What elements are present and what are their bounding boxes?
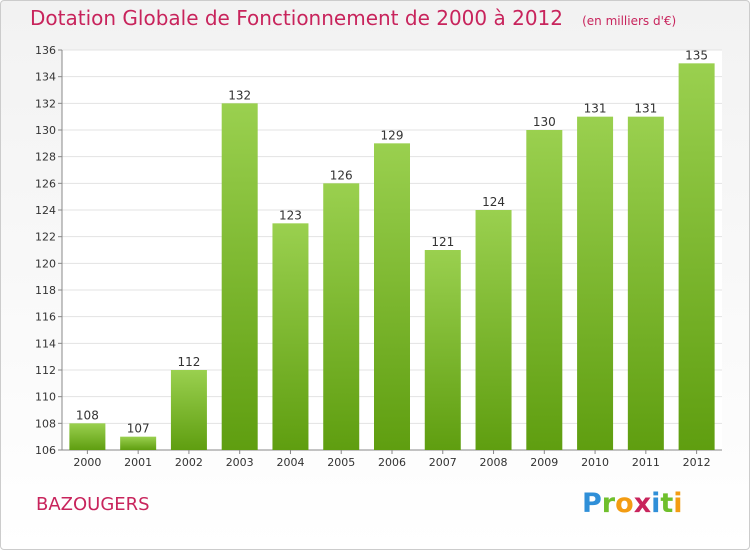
bar xyxy=(69,423,106,450)
y-tick-label: 108 xyxy=(35,417,56,430)
logo-letter: r xyxy=(601,488,616,519)
y-tick-label: 128 xyxy=(35,151,56,164)
bar-value-label: 123 xyxy=(279,208,302,222)
bar-value-label: 112 xyxy=(177,355,200,369)
bar xyxy=(323,183,360,451)
bar-value-label: 135 xyxy=(685,48,708,62)
logo-letter: i xyxy=(673,488,683,519)
x-tick-label: 2004 xyxy=(276,456,304,469)
bar xyxy=(272,223,309,450)
bar xyxy=(170,370,207,450)
title-row: Dotation Globale de Fonctionnement de 20… xyxy=(30,6,676,30)
x-tick-label: 2001 xyxy=(124,456,152,469)
bar xyxy=(424,250,461,450)
x-tick-label: 2011 xyxy=(632,456,660,469)
logo-letter: P xyxy=(582,488,602,519)
chart-title: Dotation Globale de Fonctionnement de 20… xyxy=(30,6,563,30)
y-tick-label: 132 xyxy=(35,97,56,110)
y-tick-label: 112 xyxy=(35,364,56,377)
y-tick-label: 130 xyxy=(35,124,56,137)
y-tick-label: 136 xyxy=(35,44,56,57)
bar xyxy=(678,63,715,450)
y-tick-label: 116 xyxy=(35,311,56,324)
city-name: BAZOUGERS xyxy=(36,494,150,515)
y-tick-label: 124 xyxy=(35,204,56,217)
x-tick-label: 2000 xyxy=(73,456,101,469)
proxiti-logo: Proxiti xyxy=(582,488,683,519)
x-tick-label: 2009 xyxy=(530,456,558,469)
x-tick-label: 2003 xyxy=(226,456,254,469)
chart-subtitle: (en milliers d'€) xyxy=(582,14,677,28)
bar xyxy=(526,130,563,450)
bar xyxy=(627,116,664,451)
bar-value-label: 121 xyxy=(431,235,454,249)
y-tick-label: 110 xyxy=(35,391,56,404)
y-tick-label: 118 xyxy=(35,284,56,297)
y-tick-label: 106 xyxy=(35,444,56,457)
bar-value-label: 131 xyxy=(634,102,657,116)
bar-value-label: 126 xyxy=(330,168,353,182)
bar-value-label: 107 xyxy=(127,422,150,436)
bar-value-label: 131 xyxy=(584,102,607,116)
x-tick-label: 2012 xyxy=(683,456,711,469)
x-tick-label: 2010 xyxy=(581,456,609,469)
y-tick-label: 122 xyxy=(35,231,56,244)
bar-value-label: 130 xyxy=(533,115,556,129)
y-tick-label: 134 xyxy=(35,71,56,84)
logo-letter: o xyxy=(615,488,634,519)
bar-value-label: 108 xyxy=(76,408,99,422)
bar xyxy=(577,116,614,451)
x-tick-label: 2005 xyxy=(327,456,355,469)
bar xyxy=(221,103,258,450)
y-tick-label: 114 xyxy=(35,337,56,350)
logo-letter: i xyxy=(651,488,661,519)
bar xyxy=(475,210,512,450)
x-tick-label: 2006 xyxy=(378,456,406,469)
bar-value-label: 124 xyxy=(482,195,505,209)
bar xyxy=(120,436,157,450)
bar xyxy=(374,143,410,451)
x-tick-label: 2008 xyxy=(480,456,508,469)
bar-value-label: 129 xyxy=(381,128,404,142)
logo-letter: x xyxy=(633,488,652,519)
y-tick-label: 126 xyxy=(35,177,56,190)
x-tick-label: 2002 xyxy=(175,456,203,469)
y-tick-label: 120 xyxy=(35,257,56,270)
logo-letter: t xyxy=(660,488,674,519)
bar-value-label: 132 xyxy=(228,88,251,102)
x-tick-label: 2007 xyxy=(429,456,457,469)
